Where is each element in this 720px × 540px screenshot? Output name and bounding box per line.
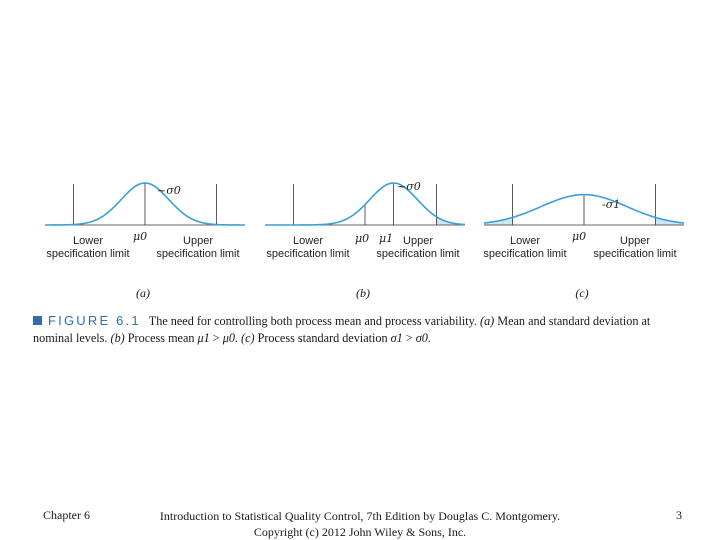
normal-curve [483, 193, 685, 224]
panel-a-lower-spec-label: Lower specification limit [46, 235, 130, 260]
panel-a-plot [45, 182, 245, 226]
panel-a-label: (a) [136, 286, 150, 300]
caption-text-1: The need for controlling both process me… [148, 314, 481, 328]
panel-b-mu0-label: μ0 [355, 232, 370, 245]
caption-text-3: Process mean [124, 331, 198, 345]
panel-b: ~σ0 μ0 μ1 Lower specification limit Uppe… [265, 170, 466, 305]
panel-c-sigma-label: -σ1 [602, 198, 621, 211]
panel-c-label: (c) [575, 286, 589, 300]
caption-mu0: μ0 [222, 331, 235, 345]
panel-c-lower-spec-label: Lower specification limit [483, 235, 567, 260]
figure-6-1: ~σ0 μ0 Lower specification limit Upper s… [33, 170, 685, 347]
caption-sigma1: σ1 [390, 331, 403, 345]
panel-a-upper-spec-label: Upper specification limit [156, 235, 240, 260]
panel-b-upper-spec-label: Upper specification limit [376, 235, 460, 260]
panel-c: -σ1 μ0 Lower specification limit Upper s… [483, 170, 685, 305]
caption-tag-c: (c) [241, 331, 255, 345]
panel-b-lower-spec-label: Lower specification limit [266, 235, 350, 260]
panel-b-sigma-label: ~σ0 [397, 180, 421, 193]
caption-text-6: . [427, 331, 431, 345]
caption-marker-icon [33, 316, 42, 325]
panel-a: ~σ0 μ0 Lower specification limit Upper s… [45, 170, 245, 305]
caption-text-5: Process standard deviation [254, 331, 391, 345]
footer-book-line-1: Introduction to Statistical Quality Cont… [159, 509, 561, 523]
caption-gt-2: > [402, 331, 416, 345]
normal-curve [45, 182, 245, 226]
panel-b-plot [265, 182, 466, 226]
footer-book-info: Introduction to Statistical Quality Cont… [150, 508, 570, 540]
caption-sigma0: σ0 [415, 331, 428, 345]
upper-tail-area [436, 216, 465, 225]
panel-b-mu1-label: μ1 [379, 232, 394, 245]
caption-tag-a: (a) [480, 314, 495, 328]
footer-page-number: 3 [676, 508, 682, 522]
caption-mu1: μ1 [197, 331, 210, 345]
panel-a-mu0-label: μ0 [133, 230, 148, 243]
figure-caption: FIGURE 6.1 The need for controlling both … [33, 312, 653, 347]
caption-text-4: . [234, 331, 242, 345]
panel-a-sigma-label: ~σ0 [157, 184, 181, 197]
normal-curve [265, 182, 466, 226]
footer-book-line-2: Copyright (c) 2012 John Wiley & Sons, In… [253, 525, 467, 539]
figure-label: FIGURE 6.1 [48, 313, 141, 328]
caption-gt: > [209, 331, 223, 345]
panel-c-plot [483, 184, 685, 226]
caption-tag-b: (b) [110, 331, 125, 345]
footer-chapter: Chapter 6 [43, 508, 90, 522]
panel-c-mu0-label: μ0 [572, 230, 587, 243]
panel-c-upper-spec-label: Upper specification limit [593, 235, 677, 260]
caption-text-2: Mean and standard deviation at nominal l… [33, 314, 651, 345]
panel-b-label: (b) [356, 286, 370, 300]
